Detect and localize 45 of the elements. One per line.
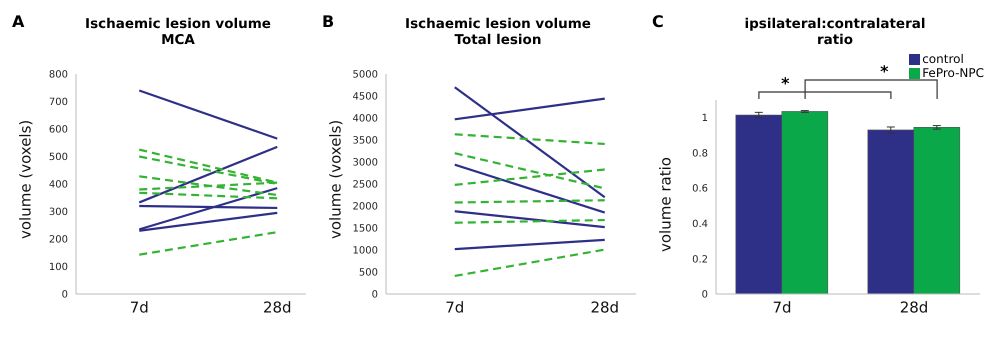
- x-tick-label: 7d: [130, 298, 149, 317]
- y-tick-label: 0: [372, 290, 378, 301]
- x-tick-label: 7d: [445, 298, 464, 317]
- x-tick-label: 7d: [772, 298, 792, 317]
- y-tick-label: 700: [48, 97, 68, 108]
- y-tick-label: 0: [62, 290, 68, 301]
- y-tick-label: 3000: [352, 158, 378, 169]
- y-tick-label: 500: [48, 152, 68, 164]
- x-tick-label: 28d: [900, 298, 928, 317]
- y-tick-label: 4000: [352, 114, 378, 125]
- y-tick-label: 3500: [352, 136, 378, 147]
- chart-title: Ischaemic lesion volume Total lesion: [405, 16, 591, 48]
- y-tick-label: 0.4: [692, 219, 708, 230]
- y-tick-label: 2000: [352, 202, 378, 213]
- legend-label: FePro-NPC: [921, 66, 984, 80]
- text: *: [880, 62, 890, 81]
- y-tick-label: 200: [48, 234, 68, 246]
- y-tick-label: 1000: [352, 246, 378, 257]
- chart-title: ipsilateral:contralateral ratio: [744, 16, 926, 48]
- y-tick-label: 4500: [352, 92, 378, 103]
- y-tick-label: 600: [48, 124, 68, 136]
- y-tick-label: 800: [48, 70, 68, 81]
- y-tick-label: 0.6: [692, 184, 708, 195]
- y-tick-label: 0.2: [692, 254, 708, 266]
- y-tick-label: 1: [702, 113, 708, 124]
- legend-label: control: [921, 52, 965, 66]
- y-tick-label: 100: [48, 262, 68, 274]
- y-tick-label: 1500: [352, 224, 378, 235]
- y-tick-label: 2500: [352, 180, 378, 191]
- text: A: [12, 12, 24, 31]
- y-axis-title: volume (voxels): [326, 120, 344, 239]
- y-axis-title: volume ratio: [656, 157, 674, 252]
- y-tick-label: 0.8: [692, 148, 708, 160]
- x-tick-label: 28d: [590, 298, 620, 317]
- chart-title: Ischaemic lesion volume MCA: [85, 16, 271, 48]
- text: C: [652, 12, 664, 31]
- y-axis-title: volume (voxels): [16, 120, 34, 239]
- y-tick-label: 5000: [352, 70, 378, 81]
- y-tick-label: 0: [702, 290, 708, 301]
- y-tick-label: 300: [48, 207, 68, 218]
- y-tick-label: 400: [48, 180, 68, 191]
- x-tick-label: 28d: [262, 298, 292, 317]
- y-tick-label: 500: [358, 268, 378, 279]
- text: B: [322, 12, 334, 31]
- text: *: [781, 74, 790, 93]
